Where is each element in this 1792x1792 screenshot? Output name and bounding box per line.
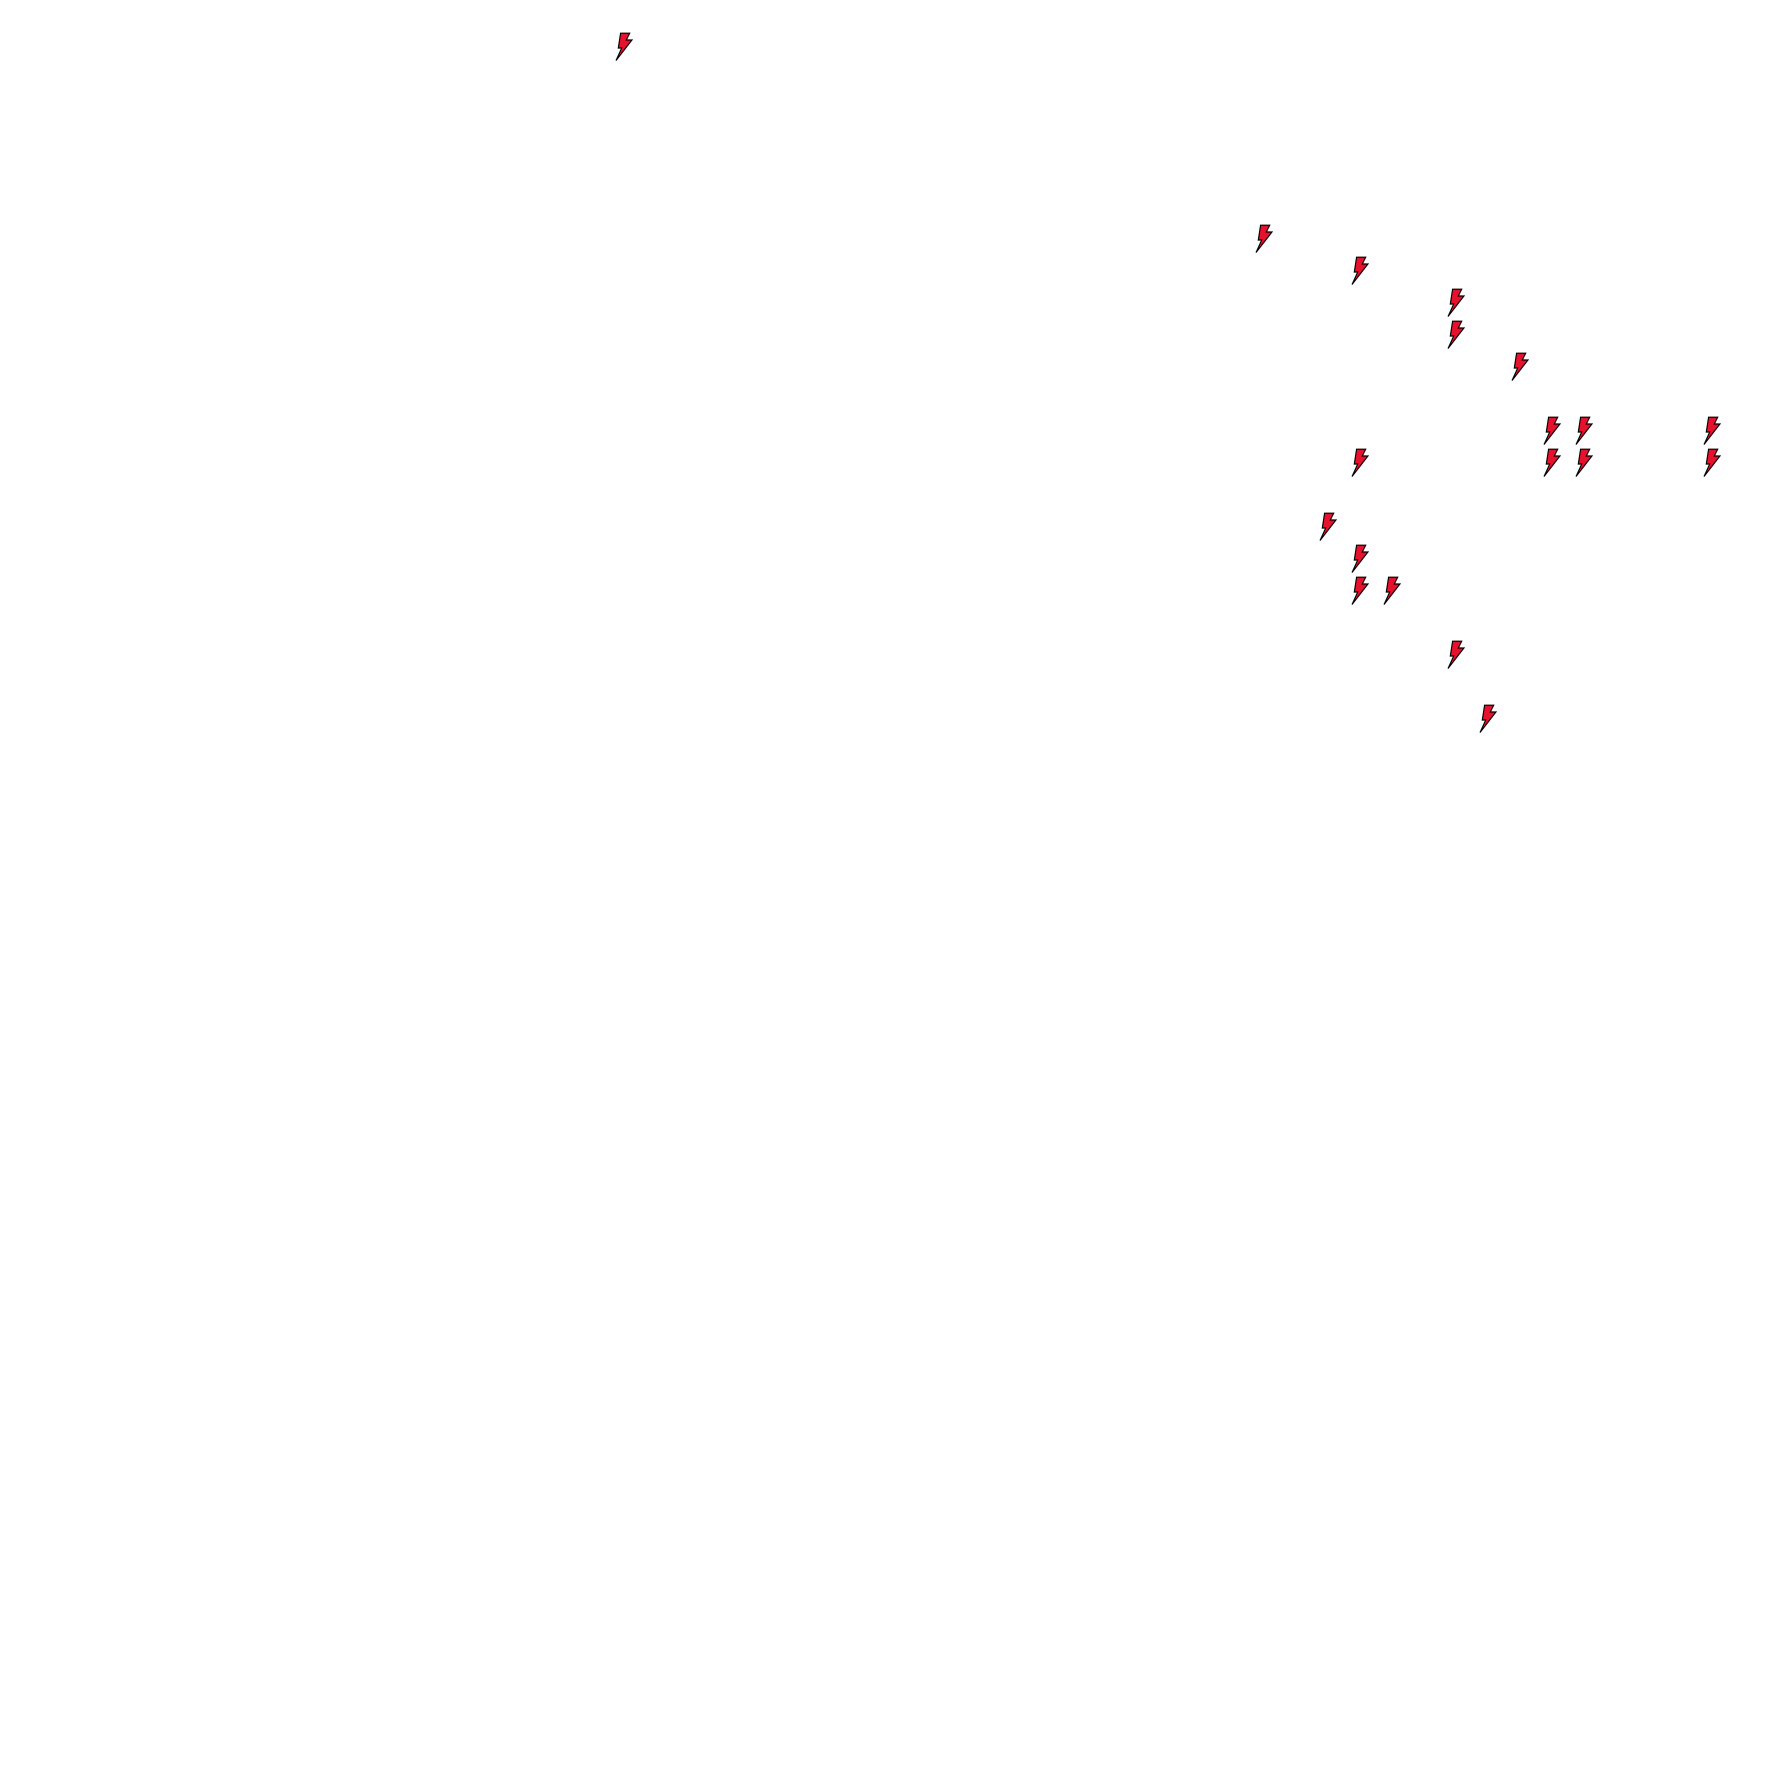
map: [0, 0, 1792, 1792]
page-body: [0, 0, 1792, 1792]
map-background: [0, 0, 1792, 1792]
page: Markers {} html, body { margin: 0; paddi…: [0, 0, 1792, 1792]
